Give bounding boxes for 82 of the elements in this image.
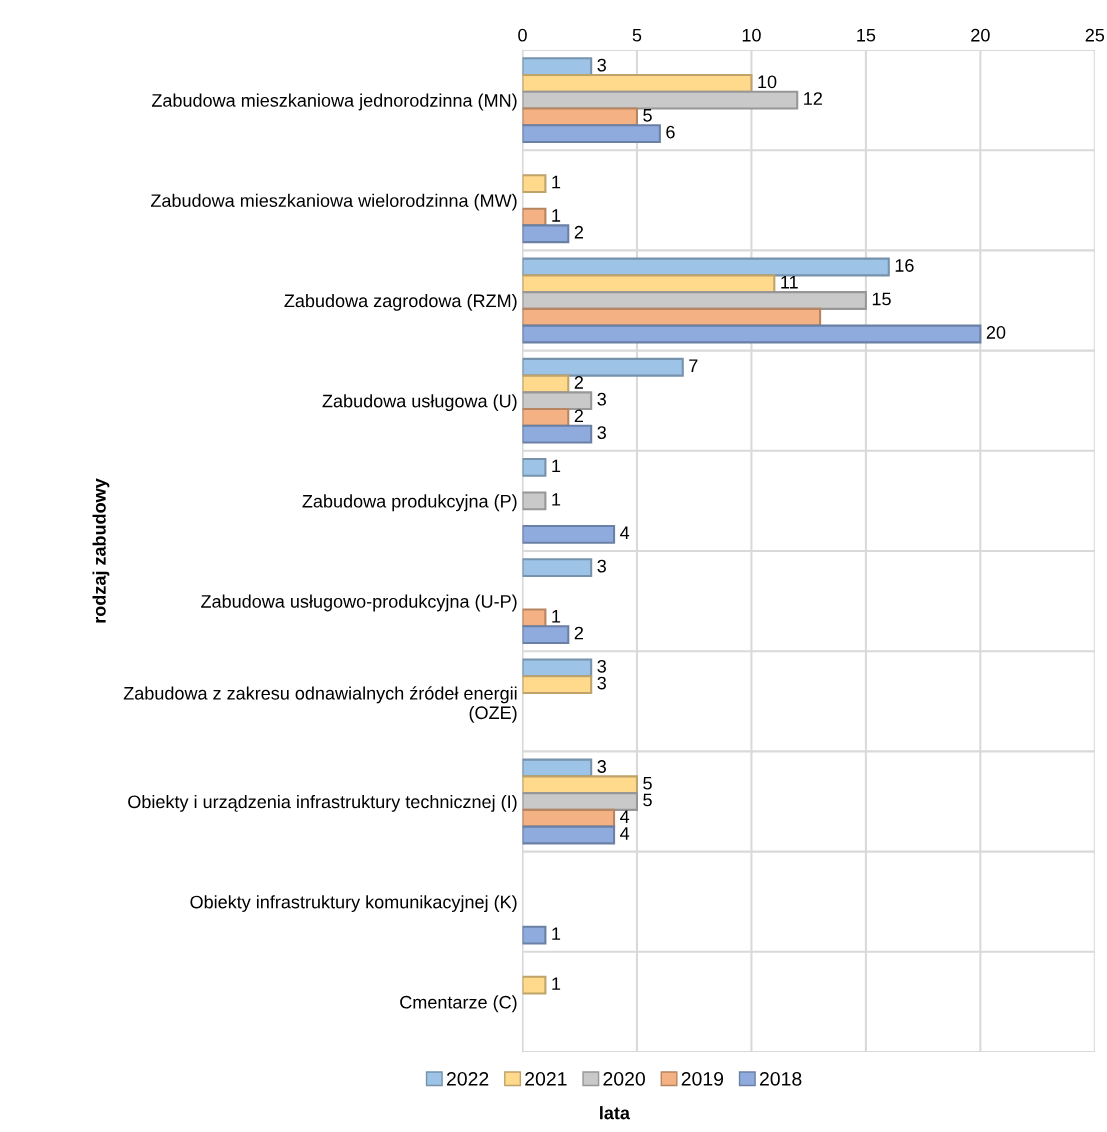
y-tick-label: Zabudowa mieszkaniowa wielorodzinna (MW): [150, 193, 517, 211]
data-label: 12: [804, 92, 822, 105]
bar: [522, 107, 639, 127]
data-label: 20: [986, 326, 1006, 339]
bar: [522, 658, 593, 678]
data-label: 3: [597, 426, 606, 440]
data-label: 7: [689, 359, 698, 372]
data-label: 4: [620, 526, 630, 540]
data-label: 5: [643, 793, 652, 807]
legend-label: 2020: [603, 1071, 645, 1086]
bar: [522, 792, 639, 811]
data-label: 3: [597, 58, 606, 72]
bar: [522, 391, 593, 411]
bar: [522, 458, 547, 477]
data-label: 11: [781, 276, 798, 289]
y-tick-label: Zabudowa mieszkaniowa jednorodzinna (MN): [151, 93, 517, 111]
bar: [522, 224, 570, 244]
data-label: 5: [643, 777, 652, 790]
data-label: 2: [574, 626, 583, 640]
data-label: 15: [872, 292, 891, 306]
data-label: 6: [666, 125, 675, 139]
legend-label: 2021: [525, 1071, 567, 1086]
data-label: 1: [552, 209, 561, 222]
bar: [522, 491, 547, 511]
bar: [522, 808, 616, 828]
data-label: 1: [552, 927, 561, 940]
y-axis-title: rodzaj zabudowy: [92, 478, 110, 623]
data-label: 1: [552, 175, 561, 189]
data-label: 2: [574, 409, 583, 423]
x-tick-label: 0: [518, 28, 527, 42]
legend-label: 2018: [759, 1071, 802, 1086]
bar: [522, 558, 593, 578]
bar: [522, 675, 593, 694]
data-label: 5: [643, 109, 652, 122]
data-label: 2: [574, 225, 583, 239]
bar: [522, 357, 684, 377]
x-axis-title: lata: [600, 1106, 631, 1120]
data-label: 10: [758, 75, 777, 89]
x-tick-label: 15: [857, 28, 876, 42]
data-label: 1: [552, 610, 561, 623]
y-tick-label: Cmentarze (C): [400, 995, 517, 1013]
bar: [522, 825, 616, 845]
y-tick-label: Zabudowa usługowa (U): [322, 394, 517, 411]
bar: [522, 625, 570, 644]
data-label: 3: [597, 760, 606, 773]
x-tick-label: 5: [632, 28, 642, 42]
legend-label: 2022: [446, 1071, 489, 1086]
legend-label: 2019: [681, 1071, 724, 1086]
bar: [522, 307, 822, 327]
bar: [522, 274, 776, 294]
bar: [522, 424, 593, 444]
bar: [522, 524, 616, 544]
data-label: 1: [552, 977, 561, 990]
x-tick-label: 20: [971, 28, 990, 42]
data-label: 16: [895, 259, 914, 272]
data-label: 3: [597, 559, 606, 573]
data-label: 2: [574, 376, 583, 389]
x-tick-label: 10: [742, 28, 761, 42]
bar: [522, 324, 982, 344]
data-label: 1: [552, 459, 561, 473]
bar: [522, 925, 547, 945]
y-tick-label: Zabudowa z zakresu odnawialnych źródeł energii (OZE): [123, 686, 517, 723]
y-tick-label: Zabudowa usługowo-produkcyjna (U-P): [201, 594, 517, 612]
data-label: 4: [620, 827, 630, 840]
x-tick-label: 25: [1085, 28, 1105, 42]
y-tick-label: Obiekty i urządzenia infrastruktury technicznej (I): [128, 794, 517, 812]
y-tick-label: Obiekty infrastruktury komunikacyjnej (K): [190, 895, 517, 912]
bar: [522, 73, 753, 93]
data-label: 1: [552, 493, 561, 506]
bar: [522, 57, 593, 77]
data-label: 3: [597, 676, 606, 690]
y-tick-label: Zabudowa produkcyjna (P): [302, 494, 517, 512]
bar: [522, 124, 661, 143]
data-label: 4: [620, 810, 630, 823]
bar: [522, 90, 799, 110]
data-label: 3: [597, 659, 606, 673]
bar: [522, 174, 547, 193]
data-label: 3: [597, 392, 606, 406]
y-tick-label: Zabudowa zagrodowa (RZM): [284, 293, 517, 311]
bar: [522, 775, 639, 795]
bar: [522, 975, 547, 995]
bar: [522, 291, 867, 310]
